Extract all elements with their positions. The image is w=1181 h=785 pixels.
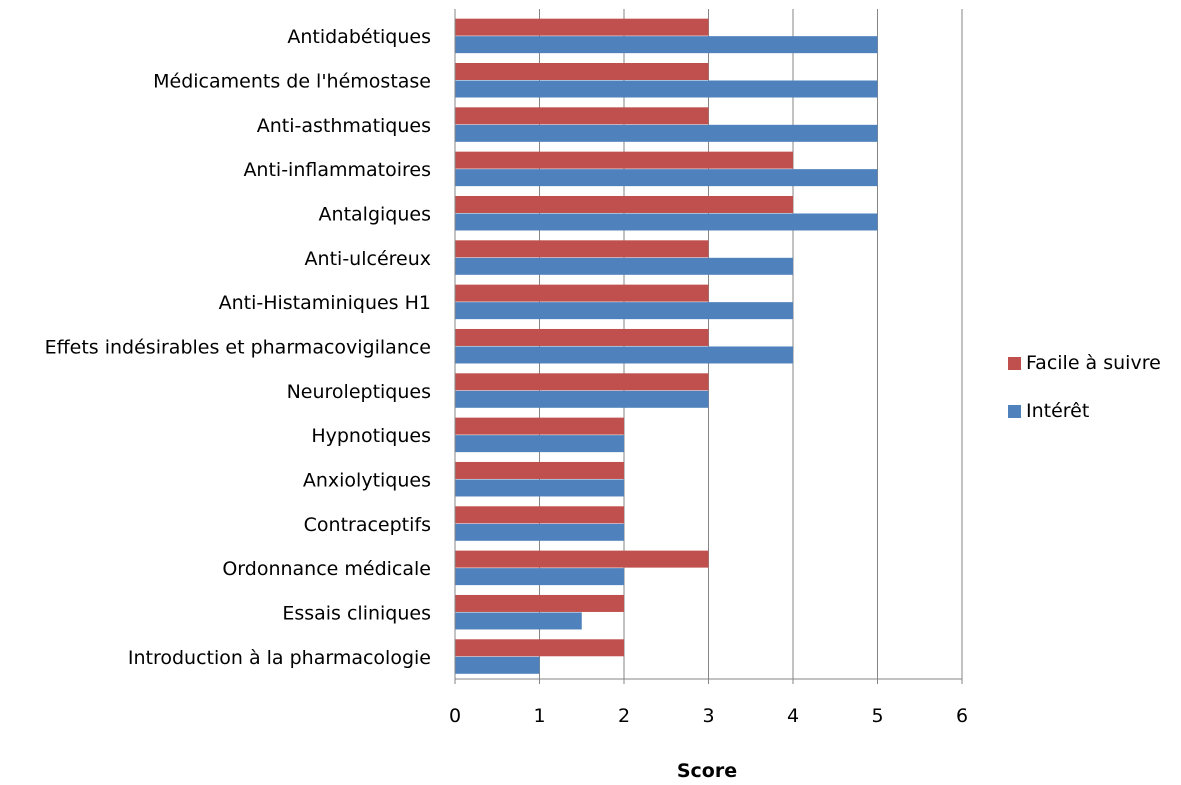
category-label-12: Ordonnance médicale (222, 558, 431, 580)
x-tick-label-5: 5 (871, 705, 883, 727)
bar-interet-10 (455, 479, 624, 497)
bar-interet-6 (455, 302, 793, 320)
bar-facile-2 (455, 107, 709, 125)
category-label-2: Anti-asthmatiques (257, 115, 431, 137)
category-label-0: Antidabétiques (287, 26, 431, 48)
bar-interet-3 (455, 169, 878, 187)
bar-interet-9 (455, 435, 624, 453)
legend: Facile à suivre Intérêt (1008, 352, 1161, 422)
bar-facile-14 (455, 639, 624, 657)
x-tick-label-6: 6 (956, 705, 968, 727)
legend-label-interet: Intérêt (1026, 400, 1089, 422)
category-label-4: Antalgiques (319, 203, 431, 225)
x-tick-label-4: 4 (787, 705, 799, 727)
bar-interet-14 (455, 656, 540, 674)
category-label-5: Anti-ulcéreux (305, 248, 431, 270)
bar-facile-10 (455, 461, 624, 479)
category-label-7: Effets indésirables et pharmacovigilance (45, 336, 431, 358)
bar-interet-12 (455, 568, 624, 586)
category-label-6: Anti-Histaminiques H1 (219, 292, 431, 314)
bar-interet-0 (455, 36, 878, 54)
bar-facile-1 (455, 62, 709, 80)
category-label-3: Anti-inflammatoires (243, 159, 431, 181)
category-label-9: Hypnotiques (311, 425, 431, 447)
bar-interet-8 (455, 390, 709, 408)
category-label-8: Neuroleptiques (287, 381, 431, 403)
bar-facile-4 (455, 195, 793, 213)
bar-facile-12 (455, 550, 709, 568)
bar-interet-7 (455, 346, 793, 364)
bar-facile-5 (455, 240, 709, 258)
bars (455, 18, 878, 674)
bar-facile-7 (455, 328, 709, 346)
bar-interet-4 (455, 213, 878, 231)
category-label-11: Contraceptifs (304, 514, 431, 536)
axes (454, 9, 963, 684)
bar-facile-13 (455, 594, 624, 612)
category-label-14: Introduction à la pharmacologie (128, 647, 431, 669)
legend-swatch-facile (1008, 357, 1021, 370)
bar-interet-2 (455, 124, 878, 142)
x-tick-label-0: 0 (449, 705, 461, 727)
bar-interet-1 (455, 80, 878, 98)
legend-label-facile: Facile à suivre (1026, 352, 1161, 374)
bar-interet-11 (455, 523, 624, 541)
legend-swatch-interet (1008, 405, 1021, 418)
category-label-10: Anxiolytiques (303, 469, 431, 491)
x-tick-label-1: 1 (533, 705, 545, 727)
category-label-1: Médicaments de l'hémostase (153, 70, 431, 92)
x-axis-title: Score (677, 760, 737, 781)
bar-facile-9 (455, 417, 624, 435)
category-label-13: Essais cliniques (282, 602, 431, 624)
bar-interet-13 (455, 612, 582, 630)
x-tick-labels: 0 1 2 3 4 5 6 (449, 705, 968, 727)
bar-facile-8 (455, 373, 709, 391)
bar-facile-6 (455, 284, 709, 302)
bar-facile-0 (455, 18, 709, 36)
category-labels: Antidabétiques Médicaments de l'hémostase… (45, 26, 431, 669)
bar-interet-5 (455, 257, 793, 275)
x-tick-label-2: 2 (618, 705, 630, 727)
bar-facile-3 (455, 151, 793, 169)
bar-facile-11 (455, 506, 624, 524)
x-tick-label-3: 3 (702, 705, 714, 727)
